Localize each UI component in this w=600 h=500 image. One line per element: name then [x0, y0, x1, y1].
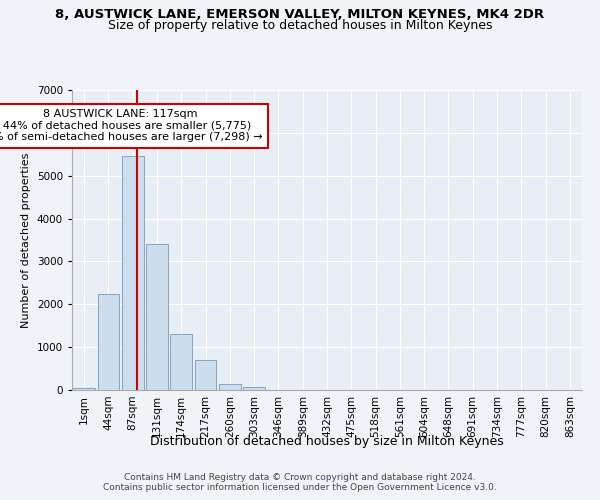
Y-axis label: Number of detached properties: Number of detached properties [21, 152, 31, 328]
Text: Distribution of detached houses by size in Milton Keynes: Distribution of detached houses by size … [150, 435, 504, 448]
Bar [170, 334, 192, 390]
Bar [97, 294, 119, 390]
Bar [243, 387, 265, 390]
Bar [219, 384, 241, 390]
Bar [194, 360, 217, 390]
Text: 8 AUSTWICK LANE: 117sqm
← 44% of detached houses are smaller (5,775)
55% of semi: 8 AUSTWICK LANE: 117sqm ← 44% of detache… [0, 110, 262, 142]
Text: Contains HM Land Registry data © Crown copyright and database right 2024.
Contai: Contains HM Land Registry data © Crown c… [103, 473, 497, 492]
Bar [146, 244, 168, 390]
Bar [73, 388, 95, 390]
Text: 8, AUSTWICK LANE, EMERSON VALLEY, MILTON KEYNES, MK4 2DR: 8, AUSTWICK LANE, EMERSON VALLEY, MILTON… [55, 8, 545, 20]
Text: Size of property relative to detached houses in Milton Keynes: Size of property relative to detached ho… [108, 19, 492, 32]
Bar [122, 156, 143, 390]
